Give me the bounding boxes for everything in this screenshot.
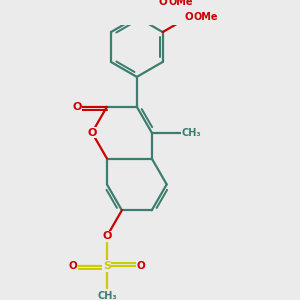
Text: O: O: [87, 128, 97, 138]
Text: O: O: [102, 231, 112, 241]
Text: O: O: [72, 102, 82, 112]
Text: OMe: OMe: [168, 0, 193, 7]
Text: S: S: [103, 261, 111, 271]
Text: OMe: OMe: [194, 12, 218, 22]
Text: CH₃: CH₃: [182, 128, 201, 138]
Text: O: O: [158, 0, 167, 7]
Text: O: O: [137, 261, 146, 271]
Text: O: O: [68, 261, 77, 271]
Text: CH₃: CH₃: [97, 291, 117, 300]
Text: O: O: [184, 12, 193, 22]
